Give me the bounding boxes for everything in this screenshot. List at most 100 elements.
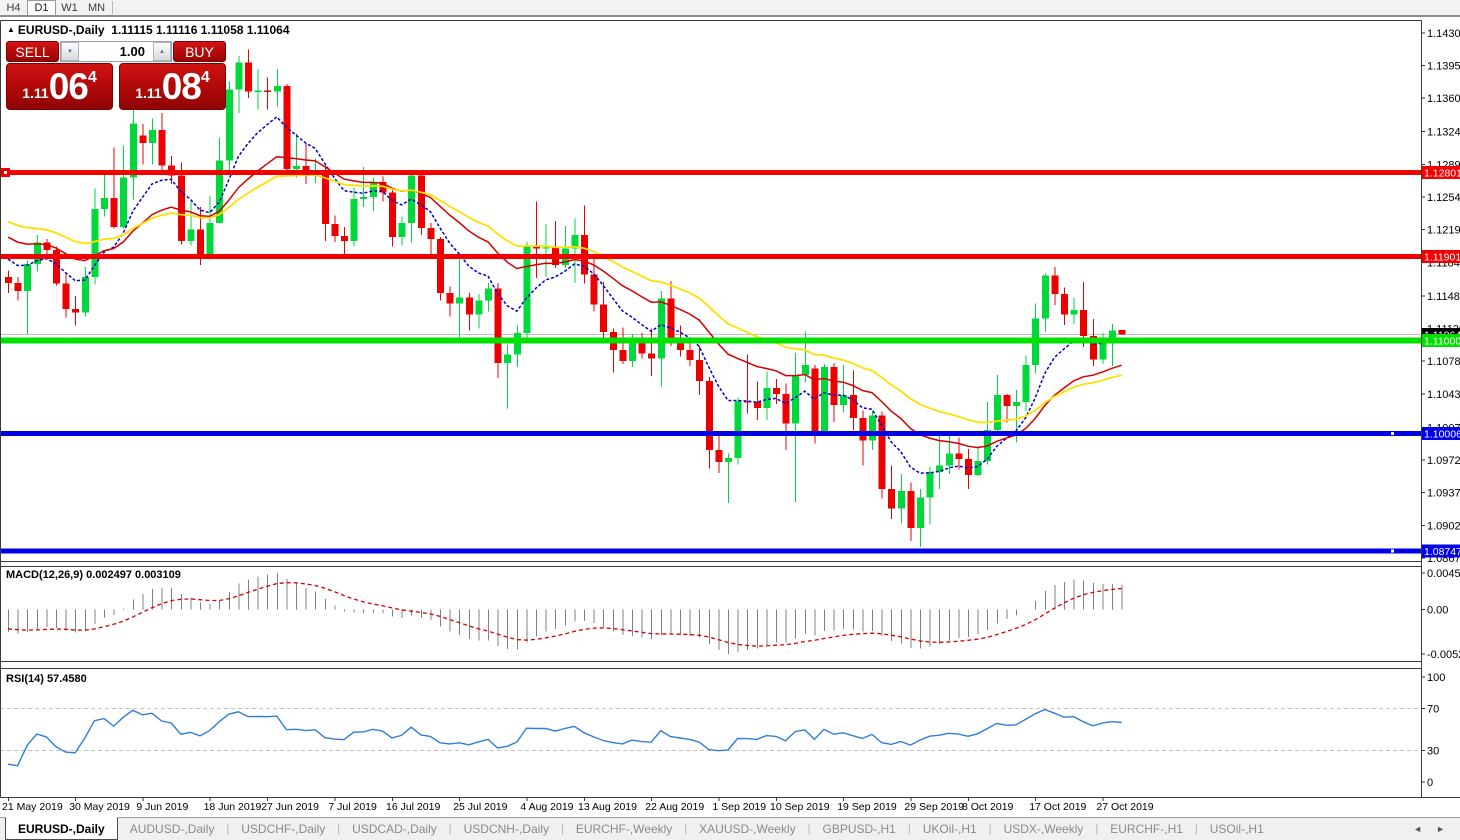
chart-tab-audusd-daily[interactable]: AUDUSD-,Daily <box>129 822 215 836</box>
price-pane <box>0 49 1421 554</box>
price-axis: 1.143001.139501.136001.132401.128901.125… <box>1421 28 1460 565</box>
svg-text:18 Jun 2019: 18 Jun 2019 <box>204 801 262 813</box>
symbol-arrow-icon: ▲ <box>7 25 15 34</box>
ma-fast-line <box>7 115 1122 474</box>
svg-text:4 Aug 2019: 4 Aug 2019 <box>520 801 573 813</box>
volume-increase-button[interactable]: ▲ <box>152 42 171 61</box>
candles-layer <box>5 49 1126 547</box>
chart-tab-xauusd-weekly[interactable]: XAUUSD-,Weekly <box>699 822 796 836</box>
timeframe-button-d1[interactable]: D1 <box>27 0 56 15</box>
svg-text:8 Oct 2019: 8 Oct 2019 <box>962 801 1014 813</box>
svg-text:0.004536: 0.004536 <box>1427 568 1460 580</box>
volume-control: ▼ 1.00 ▲ <box>60 41 172 62</box>
macd-indicator-label: MACD(12,26,9) 0.002497 0.003109 <box>6 569 181 581</box>
svg-text:1.09020: 1.09020 <box>1427 520 1460 532</box>
one-click-trading-panel: SELL ▼ 1.00 ▲ BUY 1.11 06 4 1.11 08 4 <box>6 41 226 110</box>
svg-text:13 Aug 2019: 13 Aug 2019 <box>578 801 637 813</box>
buy-button[interactable]: BUY <box>172 41 226 62</box>
svg-text:9 Jun 2019: 9 Jun 2019 <box>136 801 188 813</box>
svg-text:0: 0 <box>1427 777 1433 789</box>
svg-text:1.11480: 1.11480 <box>1427 291 1460 303</box>
svg-text:1.12801: 1.12801 <box>1424 168 1460 180</box>
chart-window: 1.143001.139501.136001.132401.128901.125… <box>0 17 1460 817</box>
svg-text:1.10430: 1.10430 <box>1427 389 1460 401</box>
svg-text:1.10006: 1.10006 <box>1424 428 1460 440</box>
tab-separator: | <box>560 823 564 835</box>
svg-text:1.08747: 1.08747 <box>1424 546 1460 558</box>
svg-text:100: 100 <box>1427 672 1445 684</box>
svg-text:29 Sep 2019: 29 Sep 2019 <box>904 801 964 813</box>
svg-text:70: 70 <box>1427 704 1439 716</box>
chart-tab-usdx-weekly[interactable]: USDX-,Weekly <box>1003 822 1084 836</box>
chart-tab-usdcad-daily[interactable]: USDCAD-,Daily <box>352 822 437 836</box>
svg-text:30 May 2019: 30 May 2019 <box>69 801 130 813</box>
buy-price-sup: 4 <box>200 69 210 86</box>
svg-text:19 Sep 2019: 19 Sep 2019 <box>837 801 897 813</box>
timeframe-toolbar: H4 D1 W1 MN <box>0 0 1460 17</box>
chart-tab-ukoil-h1[interactable]: UKOil-,H1 <box>922 822 977 836</box>
tab-separator: | <box>1095 823 1099 835</box>
svg-text:25 Jul 2019: 25 Jul 2019 <box>453 801 507 813</box>
chart-tab-usdcnh-daily[interactable]: USDCNH-,Daily <box>463 822 549 836</box>
chart-tab-usdchf-daily[interactable]: USDCHF-,Daily <box>241 822 326 836</box>
sell-button[interactable]: SELL <box>6 41 60 62</box>
svg-text:1.10780: 1.10780 <box>1427 356 1460 368</box>
svg-text:1.09720: 1.09720 <box>1427 455 1460 467</box>
chart-tab-usoil-h1[interactable]: USOil-,H1 <box>1209 822 1264 836</box>
tabs-scroll-left-button[interactable]: ◄ <box>1413 824 1423 834</box>
svg-text:1 Sep 2019: 1 Sep 2019 <box>712 801 766 813</box>
svg-text:10 Sep 2019: 10 Sep 2019 <box>770 801 830 813</box>
svg-text:1.12540: 1.12540 <box>1427 192 1460 204</box>
ma-slow-line <box>7 174 1122 424</box>
chart-tab-bar: EURUSD-,Daily AUDUSD-,Daily | USDCHF-,Daily… <box>0 817 1460 840</box>
sell-price-prefix: 1.11 <box>22 84 49 101</box>
svg-text:1.12190: 1.12190 <box>1427 225 1460 237</box>
rsi-indicator-label: RSI(14) 57.4580 <box>6 673 87 685</box>
chart-title-ohlc: 1.11115 1.11116 1.11058 1.11064 <box>111 23 290 37</box>
tab-separator: | <box>907 823 911 835</box>
macd-histogram <box>8 573 1123 654</box>
rsi-pane <box>0 708 1421 767</box>
svg-text:1.13950: 1.13950 <box>1427 60 1460 72</box>
chart-tab-eurusd-daily[interactable]: EURUSD-,Daily <box>5 817 118 840</box>
tab-separator: | <box>988 823 992 835</box>
sell-price-sup: 4 <box>87 69 97 86</box>
buy-price-prefix: 1.11 <box>135 84 162 101</box>
svg-text:1.13240: 1.13240 <box>1427 127 1460 139</box>
chart-tab-gbpusd-h1[interactable]: GBPUSD-,H1 <box>822 822 896 836</box>
chart-title: ▲ EURUSD-,Daily 1.11115 1.11116 1.11058 1… <box>7 23 290 37</box>
toolbar-divider <box>112 1 113 14</box>
svg-text:1.11901: 1.11901 <box>1424 252 1460 264</box>
timeframe-button-mn[interactable]: MN <box>87 1 106 14</box>
macd-signal-line <box>7 582 1122 647</box>
svg-text:30: 30 <box>1427 746 1439 758</box>
svg-text:1.13600: 1.13600 <box>1427 93 1460 105</box>
tab-scroll-controls: ◄ ► <box>1406 818 1460 840</box>
tab-separator: | <box>684 823 688 835</box>
tab-separator: | <box>226 823 230 835</box>
date-axis: 21 May 2019 30 May 2019 9 Jun 2019 18 Jun 2… <box>2 797 1154 813</box>
sell-price-button[interactable]: 1.11 06 4 <box>6 63 113 110</box>
tab-separator: | <box>807 823 811 835</box>
buy-price-button[interactable]: 1.11 08 4 <box>119 63 226 110</box>
pane-borders <box>0 20 1460 798</box>
tabs-scroll-right-button[interactable]: ► <box>1436 824 1445 834</box>
buy-price-big: 08 <box>161 65 202 107</box>
chart-title-symbol: EURUSD-,Daily <box>17 23 105 37</box>
tab-separator: | <box>1194 823 1198 835</box>
chart-tab-eurchf-weekly[interactable]: EURCHF-,Weekly <box>575 822 673 836</box>
svg-text:17 Oct 2019: 17 Oct 2019 <box>1029 801 1086 813</box>
timeframe-button-h4[interactable]: H4 <box>6 1 21 14</box>
rsi-line <box>7 708 1122 767</box>
rsi-axis: 100 70 30 0 <box>1421 672 1445 789</box>
sell-price-big: 06 <box>48 65 89 107</box>
ma-medium-line <box>7 155 1122 449</box>
volume-decrease-button[interactable]: ▼ <box>61 42 80 61</box>
svg-text:1.11000: 1.11000 <box>1424 336 1460 348</box>
svg-text:22 Aug 2019: 22 Aug 2019 <box>645 801 704 813</box>
chart-tab-eurchf-h1[interactable]: EURCHF-,H1 <box>1110 822 1183 836</box>
timeframe-button-w1[interactable]: W1 <box>61 1 78 14</box>
volume-input[interactable]: 1.00 <box>119 44 145 59</box>
tab-separator: | <box>448 823 452 835</box>
